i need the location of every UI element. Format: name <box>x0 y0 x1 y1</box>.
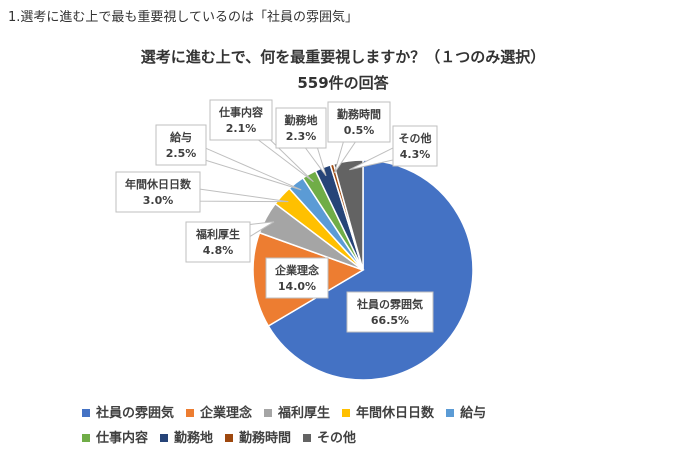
data-label-value: 2.5% <box>166 147 197 160</box>
data-label-box <box>346 291 434 333</box>
data-label-5: 給与 2.5% <box>155 124 302 191</box>
data-label-3: 福利厚生 4.8% <box>185 221 275 263</box>
data-label-value: 4.3% <box>400 148 431 161</box>
data-label-box <box>155 124 207 166</box>
pie-slice-9 <box>332 159 364 271</box>
legend-item-6: 仕事内容 <box>82 427 148 446</box>
legend-row-2: 仕事内容 勤務地 勤務時間 その他 <box>82 427 368 446</box>
data-labels: 社員の雰囲気 66.5% 企業理念 14.0% 福利厚生 4.8% 年間休日日数 3.0% 給与… <box>115 99 438 333</box>
legend-label: 給与 <box>460 406 487 421</box>
legend-item-2: 企業理念 <box>186 402 252 421</box>
data-label-category: 仕事内容 <box>218 105 263 119</box>
data-label-box <box>327 101 391 143</box>
data-label-box <box>392 125 438 167</box>
legend-label: 企業理念 <box>200 406 253 421</box>
legend-label: 福利厚生 <box>278 406 331 421</box>
data-label-category: 年間休日日数 <box>125 177 192 191</box>
legend-swatch <box>82 408 90 417</box>
data-label-category: 福利厚生 <box>195 227 240 241</box>
data-label-value: 2.3% <box>286 130 317 143</box>
legend-item-4: 年間休日日数 <box>342 402 434 421</box>
legend-swatch <box>303 433 312 442</box>
data-label-1: 社員の雰囲気 66.5% <box>346 291 434 333</box>
data-label-category: 勤務時間 <box>337 107 381 121</box>
legend-label: 社員の雰囲気 <box>96 406 175 421</box>
data-label-category: 給与 <box>170 130 192 144</box>
legend-swatch <box>82 433 90 442</box>
data-label-4: 年間休日日数 3.0% <box>115 171 289 213</box>
data-label-category: 社員の雰囲気 <box>356 297 423 311</box>
legend-label: 勤務時間 <box>239 431 292 446</box>
data-label-value: 3.0% <box>143 194 174 207</box>
legend-swatch <box>446 408 455 417</box>
legend-swatch <box>186 408 195 417</box>
data-label-pointer <box>205 147 302 191</box>
legend-item-7: 勤務地 <box>160 427 213 446</box>
data-label-pointer <box>199 188 289 203</box>
chart-subtitle: 559件の回答 <box>297 74 389 92</box>
legend-item-1: 社員の雰囲気 <box>82 402 174 421</box>
legend-item-3: 福利厚生 <box>264 402 330 421</box>
data-label-value: 0.5% <box>344 124 375 137</box>
data-label-6: 仕事内容 2.1% <box>209 99 314 183</box>
legend-swatch <box>160 433 169 442</box>
data-label-2: 企業理念 14.0% <box>265 257 329 299</box>
legend-item-8: 勤務時間 <box>225 427 291 446</box>
legend-swatch <box>225 433 234 442</box>
legend-label: 仕事内容 <box>96 431 149 446</box>
legend-item-5: 給与 <box>446 402 486 421</box>
legend-label: その他 <box>317 431 357 446</box>
legend-row-1: 社員の雰囲気 企業理念 福利厚生 年間休日日数 給与 <box>82 402 498 421</box>
page-heading: 1.選考に進む上で最も重要視しているのは「社員の雰囲気」 <box>8 10 359 25</box>
data-label-value: 4.8% <box>203 244 234 257</box>
legend-label: 勤務地 <box>174 431 214 446</box>
data-label-8: 勤務時間 0.5% <box>327 101 391 174</box>
data-label-box <box>209 99 273 141</box>
data-label-value: 2.1% <box>226 122 257 135</box>
data-label-box <box>265 257 329 299</box>
data-label-box <box>275 107 327 149</box>
data-label-category: 企業理念 <box>274 263 320 277</box>
legend-swatch <box>342 408 351 417</box>
legend-swatch <box>264 408 273 417</box>
data-label-7: 勤務地 2.3% <box>275 107 327 177</box>
data-label-value: 14.0% <box>278 280 316 293</box>
legend-label: 年間休日日数 <box>356 406 435 421</box>
data-label-category: 勤務地 <box>285 113 318 127</box>
data-label-value: 66.5% <box>371 314 409 327</box>
data-label-box <box>115 171 201 213</box>
legend-item-9: その他 <box>303 427 356 446</box>
data-label-box <box>185 221 251 263</box>
data-label-9: その他 4.3% <box>349 125 438 171</box>
data-label-category: その他 <box>399 131 432 145</box>
chart-title: 選考に進む上で、何を最重要視しますか？（１つのみ選択） <box>141 48 545 66</box>
